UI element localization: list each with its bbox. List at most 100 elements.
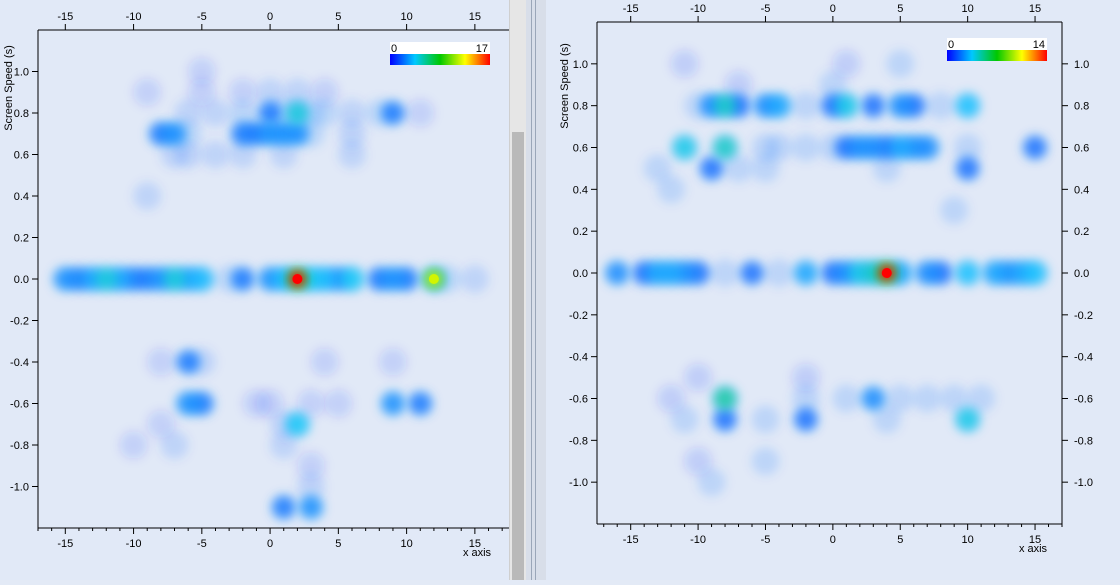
heat-cell	[272, 496, 295, 519]
y-tick-label: 0.8	[573, 101, 588, 113]
colorbar-min-label: 0	[391, 43, 397, 55]
y-tick-label: 0.0	[14, 274, 29, 286]
heat-cell-halo	[228, 140, 257, 169]
heat-cell-halo	[791, 91, 820, 120]
colorbar-label-box	[947, 38, 1047, 50]
heat-cell-halo	[406, 99, 435, 127]
left-heatmap-chart: -15 -15 -10 -10 -5 -5 0 0 5 5 10 10 15 15 1.0 0.8 0.6 0.4…	[3, 11, 509, 559]
heat-cell	[956, 157, 979, 180]
heat-cell-halo	[791, 384, 820, 413]
x-tick-label-top: 15	[1029, 3, 1041, 15]
x-tick-label: 15	[1029, 534, 1041, 546]
heat-cell-halo	[684, 363, 713, 392]
x-tick-label: 10	[400, 538, 412, 550]
x-axis-title: x axis	[1019, 543, 1048, 555]
heat-cell	[916, 136, 939, 159]
heat-cell-halo	[791, 363, 820, 392]
heat-cell-halo	[133, 182, 162, 210]
x-tick-label: -15	[623, 534, 639, 546]
x-tick-label: 0	[267, 538, 273, 550]
y-tick-label-right: -0.2	[1074, 310, 1093, 322]
heat-cell-halo	[872, 154, 901, 183]
y-tick-label: -0.2	[569, 310, 588, 322]
y-tick-label-right: 0.0	[1074, 268, 1089, 280]
y-tick-label-right: 0.2	[1074, 226, 1089, 238]
y-tick-label-right: -1.0	[1074, 477, 1093, 489]
heat-cell-halo	[657, 384, 686, 413]
x-tick-label-top: -10	[126, 11, 142, 23]
heat-cell-halo	[310, 99, 339, 127]
colorbar-legend: 0 17	[390, 42, 490, 65]
heat-cell-halo	[913, 384, 942, 413]
y-tick-label-right: -0.4	[1074, 352, 1093, 364]
heat-cell	[381, 392, 404, 415]
heat-cell	[286, 413, 309, 436]
x-tick-label: 0	[830, 534, 836, 546]
heat-cell-core	[428, 274, 439, 284]
heat-cell	[956, 262, 979, 284]
heat-cell-halo	[724, 70, 753, 99]
x-tick-label: -5	[761, 534, 771, 546]
heat-cell-halo	[283, 78, 312, 107]
heat-cell-halo	[684, 447, 713, 476]
heat-cell-halo	[297, 389, 326, 418]
heat-cell-halo	[940, 384, 969, 413]
heat-cell-halo	[174, 140, 203, 169]
x-tick-label: -10	[126, 538, 142, 550]
heat-cell-halo	[310, 348, 339, 376]
y-tick-label: -0.4	[569, 352, 588, 364]
heat-cell	[1024, 136, 1047, 159]
colorbar-gradient	[390, 54, 490, 65]
scrollbar-thumb[interactable]	[512, 132, 524, 580]
y-tick-label: -1.0	[569, 477, 588, 489]
heat-cell	[794, 262, 817, 284]
heat-cell-halo	[872, 405, 901, 434]
heat-cell	[983, 262, 1006, 284]
heat-cell	[190, 268, 213, 290]
x-tick-label: 5	[897, 534, 903, 546]
heat-cell	[177, 351, 200, 373]
heat-cell	[916, 262, 939, 284]
heat-cell-halo	[187, 57, 216, 86]
heat-cell	[956, 94, 979, 117]
heat-cell	[231, 268, 254, 290]
y-axis-title: Screen Speed (s)	[559, 43, 571, 129]
heat-cell-halo	[751, 447, 780, 476]
heat-cell-halo	[967, 384, 996, 413]
heat-cell-halo	[764, 133, 793, 162]
x-tick-label-top: 10	[400, 11, 412, 23]
heat-cell	[286, 122, 309, 145]
heat-cell-halo	[187, 78, 216, 107]
vertical-scrollbar[interactable]	[509, 0, 526, 580]
heat-cell-halo	[711, 259, 740, 287]
x-tick-label: -10	[690, 534, 706, 546]
x-tick-label-top: -15	[57, 11, 73, 23]
y-tick-label: 0.4	[14, 191, 29, 203]
heat-cell-core	[881, 268, 892, 278]
y-axis-title: Screen Speed (s)	[3, 45, 15, 131]
heat-cell	[660, 262, 683, 284]
panel-splitter[interactable]	[526, 0, 546, 580]
y-tick-label-right: -0.8	[1074, 435, 1093, 447]
heat-cell-halo	[338, 99, 366, 127]
heat-cell	[700, 157, 723, 180]
heatmap-blobs	[51, 57, 489, 522]
y-tick-label: -1.0	[10, 482, 29, 494]
heat-cell	[767, 94, 790, 117]
y-tick-label-right: 0.6	[1074, 143, 1089, 155]
heat-cell-halo	[256, 389, 285, 418]
heat-cell-halo	[832, 49, 861, 78]
heat-cell-halo	[297, 451, 326, 480]
heat-cell	[259, 102, 282, 124]
y-tick-label: 0.6	[14, 150, 29, 162]
heat-cell-halo	[174, 99, 203, 127]
y-tick-label: -0.8	[569, 435, 588, 447]
heat-cell-halo	[643, 154, 672, 183]
heat-cell-halo	[886, 49, 915, 78]
heat-cell	[409, 392, 432, 415]
heat-cell-halo	[724, 154, 753, 183]
heat-cell-halo	[269, 431, 298, 459]
x-axis-title: x axis	[463, 547, 492, 559]
y-tick-label: 1.0	[573, 59, 588, 71]
heat-cell	[714, 136, 737, 159]
